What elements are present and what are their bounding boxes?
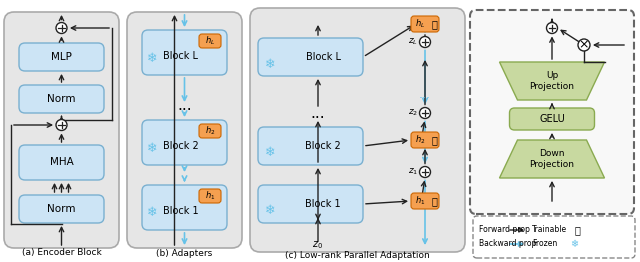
Text: ...: ... (310, 106, 325, 122)
FancyBboxPatch shape (19, 145, 104, 180)
Text: ❄: ❄ (265, 205, 275, 217)
Text: ×: × (579, 39, 589, 52)
Text: Block 2: Block 2 (163, 141, 198, 151)
FancyBboxPatch shape (509, 108, 595, 130)
Text: Block 2: Block 2 (305, 141, 341, 151)
FancyBboxPatch shape (470, 10, 634, 214)
Text: (c) Low-rank Parallel Adaptation: (c) Low-rank Parallel Adaptation (285, 250, 430, 259)
Text: $z_1$: $z_1$ (408, 167, 418, 177)
FancyBboxPatch shape (19, 43, 104, 71)
FancyBboxPatch shape (250, 8, 465, 252)
FancyBboxPatch shape (411, 193, 439, 209)
FancyBboxPatch shape (4, 12, 119, 248)
Text: $z_L$: $z_L$ (408, 37, 418, 47)
Text: 🔥: 🔥 (575, 225, 581, 235)
Text: 🔥: 🔥 (431, 19, 437, 29)
Text: 🔥: 🔥 (431, 196, 437, 206)
Text: MHA: MHA (50, 157, 74, 167)
FancyBboxPatch shape (199, 34, 221, 48)
Text: ❄: ❄ (147, 206, 157, 220)
FancyBboxPatch shape (19, 195, 104, 223)
Circle shape (419, 36, 431, 47)
FancyBboxPatch shape (142, 30, 227, 75)
Text: $h_2$: $h_2$ (415, 134, 425, 146)
Text: Down
Projection: Down Projection (529, 149, 575, 169)
FancyBboxPatch shape (19, 85, 104, 113)
FancyBboxPatch shape (411, 16, 439, 32)
Circle shape (419, 107, 431, 118)
Text: $h_L$: $h_L$ (205, 35, 215, 47)
Text: ❄: ❄ (265, 57, 275, 70)
FancyBboxPatch shape (258, 38, 363, 76)
FancyBboxPatch shape (199, 124, 221, 138)
Circle shape (419, 166, 431, 177)
Text: Norm: Norm (47, 94, 76, 104)
Text: Forward prop: Forward prop (479, 226, 530, 234)
Text: ❄: ❄ (265, 146, 275, 160)
Text: ❄: ❄ (147, 141, 157, 155)
Text: $h_L$: $h_L$ (415, 18, 425, 30)
FancyBboxPatch shape (258, 127, 363, 165)
FancyBboxPatch shape (411, 132, 439, 148)
Text: ...: ... (419, 88, 431, 101)
Text: Block L: Block L (305, 52, 340, 62)
Text: GELU: GELU (539, 114, 565, 124)
FancyBboxPatch shape (127, 12, 242, 248)
FancyBboxPatch shape (142, 120, 227, 165)
Circle shape (578, 39, 590, 51)
Text: ❄: ❄ (147, 52, 157, 64)
FancyBboxPatch shape (258, 185, 363, 223)
Text: Frozen: Frozen (532, 239, 557, 248)
FancyBboxPatch shape (142, 185, 227, 230)
Circle shape (56, 119, 67, 130)
Text: $h_1$: $h_1$ (415, 195, 425, 207)
Text: $z_2$: $z_2$ (408, 108, 418, 118)
Text: ❄: ❄ (570, 239, 578, 249)
Text: Block 1: Block 1 (305, 199, 341, 209)
Text: $z_0$: $z_0$ (312, 239, 323, 251)
Polygon shape (499, 140, 605, 178)
Text: ...: ... (177, 97, 192, 112)
FancyBboxPatch shape (199, 189, 221, 203)
Text: Backward prop: Backward prop (479, 239, 536, 248)
Polygon shape (499, 62, 605, 100)
Text: (a) Encoder Block: (a) Encoder Block (22, 248, 101, 258)
Text: $h_1$: $h_1$ (205, 190, 215, 202)
Text: Block 1: Block 1 (163, 206, 198, 216)
Text: Trainable: Trainable (532, 226, 567, 234)
Text: (b) Adapters: (b) Adapters (156, 248, 212, 258)
Circle shape (547, 23, 557, 34)
Text: MLP: MLP (51, 52, 72, 62)
Text: Up
Projection: Up Projection (529, 71, 575, 91)
Text: Block L: Block L (163, 51, 198, 61)
Text: 🔥: 🔥 (431, 135, 437, 145)
Text: $h_2$: $h_2$ (205, 125, 215, 137)
Circle shape (56, 23, 67, 34)
Text: Norm: Norm (47, 204, 76, 214)
FancyBboxPatch shape (473, 216, 635, 258)
